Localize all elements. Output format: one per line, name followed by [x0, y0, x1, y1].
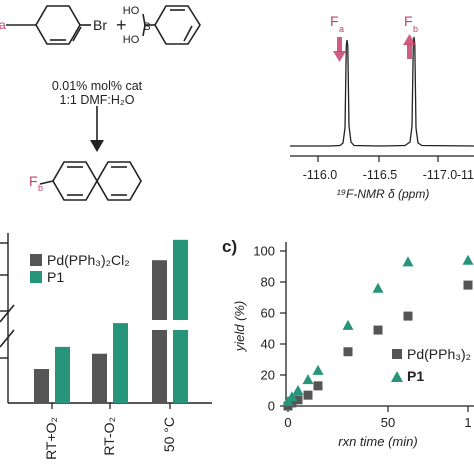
legend-label-p1: P1	[47, 269, 64, 285]
legend-marker-square-icon	[392, 349, 402, 359]
bar-y-ticks	[0, 242, 8, 359]
x-tick-label: 0	[284, 415, 291, 430]
scatter-y-ticks: 0 20 40 60 80 100	[253, 244, 286, 414]
nmr-panel: -116.0 -116.5 -117.0 -11 ¹⁹F-NMR δ (ppm)…	[290, 13, 474, 201]
peak-a-sub: a	[339, 24, 344, 34]
x-tick-label: 1	[464, 415, 471, 430]
y-tick-label: 40	[261, 337, 275, 352]
bar-pd-1	[34, 369, 49, 403]
y-tick-label: 0	[268, 399, 275, 414]
point-pd	[403, 311, 413, 321]
bar-category-3: 50 °C	[161, 417, 177, 452]
boron-label: B	[143, 21, 150, 33]
peak-b-label: F	[404, 13, 413, 29]
bar-chart: RT+O₂ RT-O₂ 50 °C Pd(PPh₃)₂Cl₂ P1	[0, 233, 212, 460]
scatter-legend-label-p1: P1	[407, 368, 424, 384]
conditions-line2: 1:1 DMF:H₂O	[60, 93, 135, 107]
bar-pd-3	[152, 260, 167, 403]
legend-swatch-pd	[30, 254, 42, 266]
phenyl-ring	[142, 5, 201, 45]
scatter-y-axis-label: yield (%)	[232, 301, 247, 353]
scatter-x-axis-label: rxn time (min)	[338, 434, 417, 449]
point-p1	[292, 385, 304, 395]
y-tick-label: 60	[261, 306, 275, 321]
point-p1	[462, 254, 474, 265]
panel-c-label: c)	[222, 237, 237, 256]
point-pd	[343, 347, 353, 357]
point-pd	[303, 390, 313, 400]
scatter-chart: 0 20 40 60 80 100 0 50 1 yield (%) rxn time (mi…	[232, 242, 474, 449]
conditions-line1: 0.01% mol% cat	[52, 79, 143, 93]
nmr-tick-marks	[317, 156, 439, 162]
point-pd	[293, 395, 303, 405]
ho-bottom-label: HO	[123, 34, 140, 46]
ho-top-label: HO	[123, 5, 140, 17]
bar-category-2: RT-O₂	[101, 417, 117, 456]
point-pd	[373, 325, 383, 335]
point-p1	[302, 374, 314, 385]
nmr-spectrum-trace	[290, 36, 474, 147]
br-label: Br	[93, 17, 107, 33]
peak-b-up-arrow	[403, 34, 416, 59]
biphenyl-product	[39, 161, 142, 201]
point-pd	[287, 398, 297, 408]
reaction-scheme	[6, 5, 201, 201]
peak-a-label: F	[330, 13, 339, 29]
nmr-tick-4: -11	[457, 168, 474, 182]
peak-b-sub: b	[413, 24, 418, 34]
legend-marker-triangle-icon	[391, 371, 403, 382]
point-p1	[372, 282, 384, 293]
legend-label-pd: Pd(PPh₃)₂Cl₂	[47, 252, 130, 268]
nmr-tick-3: -117.0	[423, 168, 458, 182]
point-p1	[342, 319, 354, 330]
bar-p1-2	[113, 323, 128, 403]
nmr-x-axis-label: ¹⁹F-NMR δ (ppm)	[337, 187, 430, 201]
axis-break-mark	[0, 304, 15, 348]
point-p1	[286, 391, 298, 402]
nmr-tick-1: -116.0	[303, 168, 338, 182]
fa-stub-label: a	[0, 18, 6, 32]
y-tick-label: 80	[261, 275, 275, 290]
y-tick-label: 100	[253, 244, 275, 259]
legend-swatch-p1	[30, 271, 42, 283]
point-pd	[313, 381, 323, 391]
bar-category-1: RT+O₂	[43, 417, 59, 460]
scatter-legend: Pd(PPh₃)₂ P1	[391, 346, 471, 384]
bar-p1-1	[55, 346, 70, 403]
scatter-legend-label-pd: Pd(PPh₃)₂	[407, 346, 471, 362]
point-p1	[312, 364, 324, 375]
scatter-points	[282, 254, 474, 411]
x-tick-label: 50	[381, 415, 395, 430]
point-pd	[463, 280, 473, 290]
point-p1	[402, 256, 414, 267]
bar-x-ticks	[51, 403, 171, 409]
bars-group	[34, 239, 188, 403]
y-tick-label: 20	[261, 368, 275, 383]
nmr-tick-2: -116.5	[363, 168, 398, 182]
arrow-head	[90, 140, 104, 152]
fb-label: F	[29, 173, 38, 189]
bar-legend: Pd(PPh₃)₂Cl₂ P1	[30, 252, 130, 285]
peak-a-down-arrow	[333, 37, 346, 62]
plus-sign: +	[116, 15, 127, 35]
fb-sub: b	[38, 183, 43, 193]
scatter-x-ticks: 0 50 1	[284, 406, 472, 430]
bar-pd-2	[92, 353, 107, 403]
fluorophenyl-ring	[6, 5, 91, 45]
